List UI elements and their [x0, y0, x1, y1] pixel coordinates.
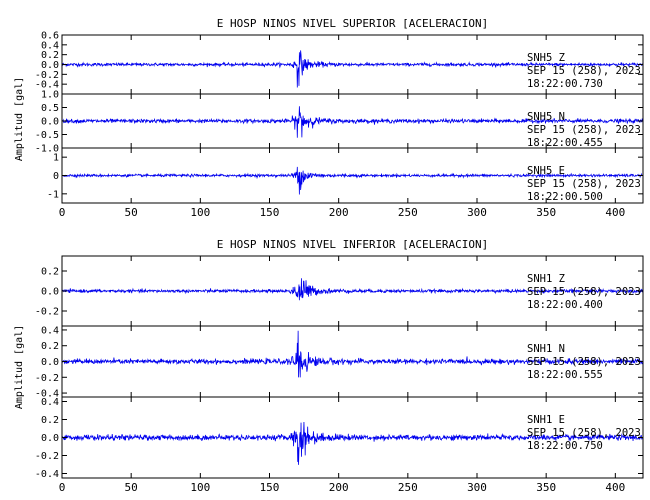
y-tick-label: 0.0	[41, 117, 59, 128]
y-tick-label: -0.2	[35, 373, 59, 384]
station-label: SNH5 Z	[527, 52, 565, 64]
x-tick-label: 0	[59, 206, 66, 219]
seismic-trace	[61, 330, 644, 378]
y-tick-label: -0.2	[35, 70, 59, 81]
y-tick-label: -1.0	[35, 144, 59, 155]
y-tick-label: -1	[47, 189, 59, 200]
seismic-trace	[61, 421, 644, 465]
x-tick-label: 350	[536, 206, 556, 219]
x-tick-label: 200	[329, 481, 349, 494]
x-tick-label: 0	[59, 481, 66, 494]
y-tick-label: -0.2	[35, 307, 59, 318]
y-tick-label: 1.0	[41, 90, 59, 101]
date-label: SEP 15 (258), 2023	[527, 286, 641, 298]
x-tick-label: 400	[605, 481, 625, 494]
station-label: SNH1 E	[527, 414, 565, 426]
y-tick-label: -0.2	[35, 451, 59, 462]
x-tick-label: 150	[260, 481, 280, 494]
chart-2: E HOSP NINOS NIVEL INFERIOR [ACELERACION…	[14, 238, 644, 494]
date-label: SEP 15 (258), 2023	[527, 124, 641, 136]
y-tick-label: 0.0	[41, 287, 59, 298]
y-tick-label: -0.4	[35, 469, 59, 480]
chart-1: E HOSP NINOS NIVEL SUPERIOR [ACELERACION…	[14, 17, 644, 219]
station-label: SNH5 E	[527, 165, 565, 177]
seismic-trace	[61, 278, 644, 301]
date-label: SEP 15 (258), 2023	[527, 427, 641, 439]
chart-title: E HOSP NINOS NIVEL SUPERIOR [ACELERACION…	[217, 17, 489, 30]
seismic-trace	[61, 166, 644, 195]
y-tick-label: 0.0	[41, 357, 59, 368]
y-tick-label: -0.4	[35, 389, 59, 400]
y-tick-label: 0.6	[41, 31, 59, 42]
x-tick-label: 300	[467, 206, 487, 219]
time-label: 18:22:00.455	[527, 137, 603, 149]
x-tick-label: 200	[329, 206, 349, 219]
time-label: 18:22:00.500	[527, 191, 603, 203]
y-tick-label: 0.2	[41, 50, 59, 61]
y-tick-label: 0.0	[41, 433, 59, 444]
x-tick-label: 50	[125, 206, 138, 219]
x-tick-label: 50	[125, 481, 138, 494]
x-tick-label: 100	[190, 206, 210, 219]
x-tick-label: 100	[190, 481, 210, 494]
y-tick-label: 0.2	[41, 341, 59, 352]
time-label: 18:22:00.555	[527, 369, 603, 381]
y-tick-label: 0.2	[41, 415, 59, 426]
x-tick-label: 250	[398, 481, 418, 494]
station-label: SNH5 N	[527, 111, 565, 123]
x-tick-label: 400	[605, 206, 625, 219]
y-tick-label: 0	[53, 171, 59, 182]
x-tick-label: 350	[536, 481, 556, 494]
station-label: SNH1 N	[527, 343, 565, 355]
x-tick-label: 300	[467, 481, 487, 494]
y-tick-label: 0.5	[41, 103, 59, 114]
y-tick-label: 0.0	[41, 60, 59, 71]
y-tick-label: -0.4	[35, 80, 59, 91]
x-tick-label: 150	[260, 206, 280, 219]
station-label: SNH1 Z	[527, 273, 565, 285]
chart-title: E HOSP NINOS NIVEL INFERIOR [ACELERACION…	[217, 238, 489, 251]
y-tick-label: -0.5	[35, 130, 59, 141]
time-label: 18:22:00.400	[527, 299, 603, 311]
y-axis-label: Amplitud [gal]	[14, 77, 25, 161]
x-tick-label: 250	[398, 206, 418, 219]
date-label: SEP 15 (258), 2023	[527, 356, 641, 368]
y-tick-label: 0.4	[41, 325, 59, 336]
y-tick-label: 0.2	[41, 267, 59, 278]
date-label: SEP 15 (258), 2023	[527, 65, 641, 77]
seismic-trace	[61, 106, 644, 138]
y-tick-label: 0.4	[41, 397, 59, 408]
time-label: 18:22:00.750	[527, 440, 603, 452]
date-label: SEP 15 (258), 2023	[527, 178, 641, 190]
y-tick-label: 0.4	[41, 40, 59, 51]
y-tick-label: 1	[53, 153, 59, 164]
seismic-trace	[61, 50, 644, 88]
time-label: 18:22:00.730	[527, 78, 603, 90]
y-axis-label: Amplitud [gal]	[14, 325, 25, 409]
